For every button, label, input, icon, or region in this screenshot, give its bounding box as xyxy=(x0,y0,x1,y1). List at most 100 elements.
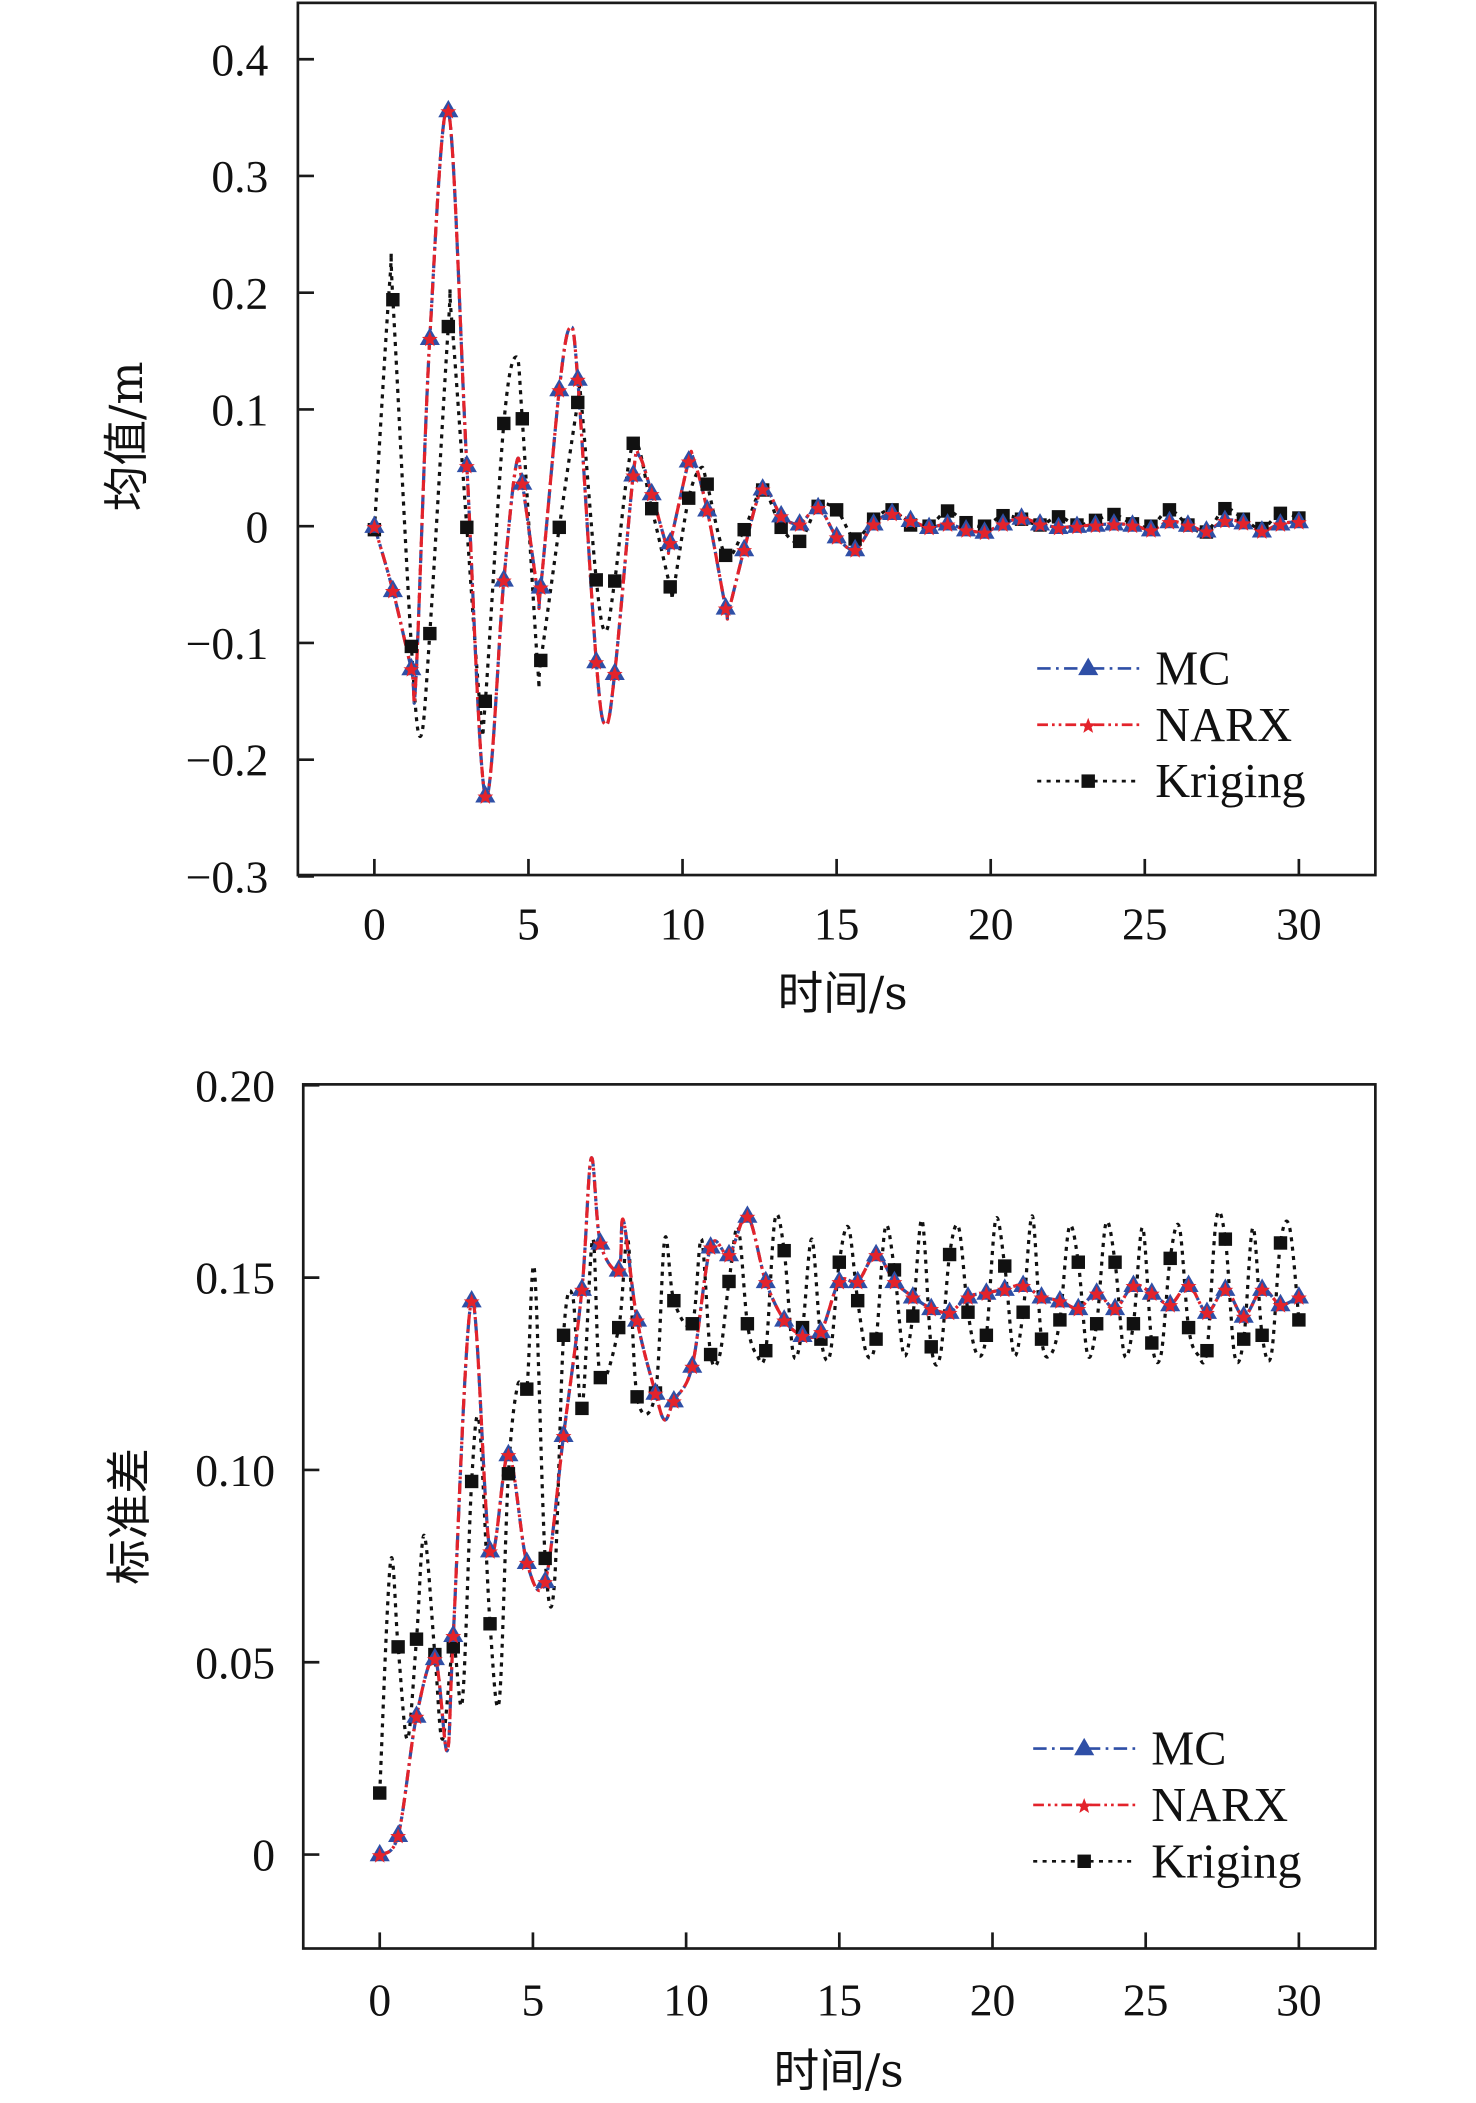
narx-point xyxy=(574,1282,590,1298)
narx-point xyxy=(791,516,808,532)
narx-point xyxy=(684,1359,701,1375)
narx-point xyxy=(847,542,864,558)
narx-point xyxy=(776,1312,793,1328)
kriging-point xyxy=(391,1640,405,1654)
y-tick-label: 0.3 xyxy=(211,151,268,202)
narx-point xyxy=(588,654,605,670)
legend-narx-label: NARX xyxy=(1155,699,1292,752)
y-tick-label: 0.2 xyxy=(211,268,268,319)
narx-point xyxy=(958,522,974,538)
kriging-point xyxy=(626,436,640,451)
y-tick-label: −0.1 xyxy=(186,618,269,669)
narx-point xyxy=(736,542,753,558)
narx-point xyxy=(717,600,734,616)
narx-point xyxy=(1272,516,1289,532)
x-tick-label: 25 xyxy=(1122,898,1168,949)
x-axis-title: 时间/s xyxy=(778,967,908,1020)
kriging-point xyxy=(1089,1317,1104,1331)
narx-point xyxy=(384,583,401,599)
kriging-point xyxy=(1273,1236,1288,1250)
narx-point xyxy=(1087,518,1104,534)
y-tick-label: 0 xyxy=(246,501,269,552)
narx-point xyxy=(606,666,623,682)
legend-narx-label: NARX xyxy=(1151,1779,1288,1832)
kriging-point xyxy=(497,416,511,431)
narx-point xyxy=(757,1274,774,1290)
mean-chart: 均值/m 时间/s 0 5 10 15 20 25 30 0.4 0.3 0.2 0.1 0 −0.1 −… xyxy=(100,1,1377,1020)
narx-point xyxy=(699,502,716,518)
kriging-point xyxy=(464,1474,479,1489)
kriging-point xyxy=(774,520,788,535)
kriging-point xyxy=(777,1243,791,1258)
x-tick-label: 25 xyxy=(1123,1975,1169,2026)
narx-point xyxy=(923,1301,940,1317)
kriging-point xyxy=(1145,1336,1159,1350)
y-tick-label: −0.3 xyxy=(186,851,269,902)
narx-point xyxy=(532,579,549,595)
y-tick-label: 0.15 xyxy=(195,1253,275,1304)
legend-mc-label: MC xyxy=(1151,1723,1226,1776)
narx-point xyxy=(482,1543,498,1559)
narx-point xyxy=(1033,1289,1050,1305)
kriging-point xyxy=(556,1328,571,1343)
narx-point xyxy=(886,1274,903,1290)
x-tick-label: 0 xyxy=(363,898,386,949)
narx-point xyxy=(1069,519,1085,535)
x-tick-label: 5 xyxy=(522,1975,545,2026)
narx-point xyxy=(662,535,679,551)
x-tick-label: 30 xyxy=(1276,898,1322,949)
y-tick-label: 0.20 xyxy=(195,1060,275,1111)
kriging-point xyxy=(373,1786,387,1800)
narx-point xyxy=(884,506,901,522)
kriging-point xyxy=(423,626,437,641)
narx-point xyxy=(390,1828,407,1844)
kriging-point xyxy=(593,1370,608,1385)
kriging-point xyxy=(1108,1255,1122,1269)
narx-point xyxy=(1290,514,1307,530)
narx-point xyxy=(1254,1282,1271,1298)
narx-point xyxy=(904,1289,921,1305)
narx-point xyxy=(643,486,660,502)
legend-narx-marker xyxy=(1076,1797,1093,1814)
kriging-point xyxy=(829,503,844,517)
narx-point xyxy=(408,1709,425,1725)
narx-point xyxy=(518,1555,535,1571)
kriging-point xyxy=(759,1343,773,1358)
narx-point xyxy=(868,1247,884,1263)
kriging-point xyxy=(575,1401,589,1416)
kriging-point xyxy=(869,1332,883,1346)
kriging-point xyxy=(718,548,733,563)
narx-point xyxy=(996,1282,1013,1298)
x-tick-label: 20 xyxy=(970,1975,1016,2026)
narx-point xyxy=(1032,516,1048,532)
kriging-point xyxy=(703,1347,718,1362)
narx-point xyxy=(828,529,845,545)
x-tick-label: 20 xyxy=(968,898,1014,949)
narx-point xyxy=(813,1324,829,1340)
narx-point xyxy=(426,1651,443,1667)
narx-point xyxy=(1235,515,1252,531)
kriging-point xyxy=(552,520,566,535)
legend-mc-label: MC xyxy=(1155,643,1230,696)
narx-point xyxy=(647,1386,664,1402)
kriging-point xyxy=(483,1617,497,1631)
kriging-point xyxy=(792,534,807,549)
y-tick-label: 0 xyxy=(252,1830,275,1881)
kriging-point xyxy=(998,1259,1012,1273)
narx-point xyxy=(463,1293,480,1309)
y-tick-label: 0.1 xyxy=(211,385,268,436)
kriging-point xyxy=(685,1317,699,1331)
narx-point xyxy=(995,516,1011,532)
kriging-point xyxy=(667,1293,681,1308)
narx-point xyxy=(403,661,420,677)
kriging-point xyxy=(571,395,585,410)
narx-point xyxy=(1290,1289,1307,1305)
narx-point xyxy=(1015,1278,1032,1294)
y-tick-label: −0.2 xyxy=(186,735,269,786)
narx-point xyxy=(941,1305,958,1321)
narx-point xyxy=(1124,518,1141,534)
legend-kriging-marker xyxy=(1077,1854,1091,1868)
narx-point xyxy=(976,525,993,541)
